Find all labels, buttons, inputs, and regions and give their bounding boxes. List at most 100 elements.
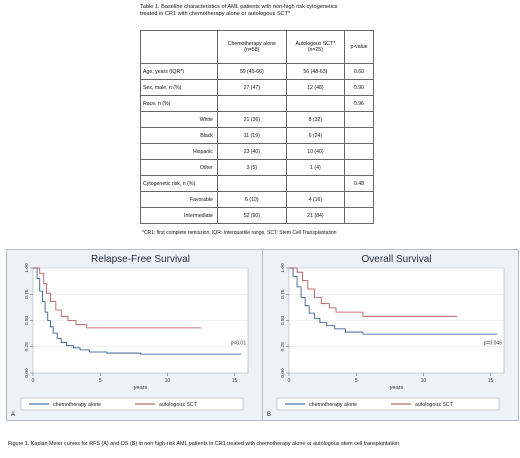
y-tick-label: 0.00 xyxy=(24,368,30,378)
survival-curve-autologous-sct xyxy=(33,267,201,329)
x-tick-label: 5 xyxy=(355,378,358,384)
x-tick-label: 10 xyxy=(421,378,427,384)
legend-label-chemotherapy: chemotherapy alone xyxy=(53,402,101,408)
p-value: 0.90 xyxy=(343,79,375,96)
p-value xyxy=(343,191,375,208)
x-axis-label: years xyxy=(134,385,148,391)
header-auto: Autologous SCT* (n=25) xyxy=(285,30,345,64)
row-label: Other xyxy=(140,159,218,176)
auto-value xyxy=(285,95,345,112)
p-value: 0.96 xyxy=(343,95,375,112)
row-label: Age, years (IQR*) xyxy=(140,63,218,80)
table-caption-line2: treated in CR1 with chemotherapy alone o… xyxy=(140,11,291,18)
table-header-row: Chemotherapy alone (n=58) Autologous SCT… xyxy=(140,30,375,64)
row-label: Intermediate xyxy=(140,207,218,224)
p-value: 0.48 xyxy=(343,175,375,192)
header-chemo: Chemotherapy alone (n=58) xyxy=(216,30,287,64)
header-chemo-n: (n=58) xyxy=(244,47,260,53)
table-row: White 21 (36) 8 (32) xyxy=(140,111,375,128)
survival-curve-autologous-sct xyxy=(289,267,457,317)
chemo-value: 3 (5) xyxy=(216,159,287,176)
chemo-value: 11 (19) xyxy=(216,127,287,144)
chemo-value xyxy=(216,95,287,112)
y-tick-label: 0.75 xyxy=(24,289,30,299)
table-row: Black 11 (19) 6 (24) xyxy=(140,127,375,144)
y-tick-label: 0.50 xyxy=(280,316,286,326)
baseline-table: Chemotherapy alone (n=58) Autologous SCT… xyxy=(140,30,375,224)
p-value xyxy=(343,111,375,128)
os-panel: Overall Survival 0.00 0.25 0.50 0.75 1.00 0 5 10… xyxy=(262,249,519,421)
table-row: Intermediate 52 (90) 21 (84) xyxy=(140,207,375,224)
header-pvalue: p-value xyxy=(343,30,375,64)
row-label: Hispanic xyxy=(140,143,218,160)
header-blank-cell xyxy=(140,30,218,64)
legend-label-autologous-sct: autologous SCT xyxy=(159,402,198,408)
legend-box xyxy=(276,397,500,411)
legend-label-chemotherapy: chemotherapy alone xyxy=(309,402,357,408)
y-tick-label: 0.25 xyxy=(280,342,286,352)
table-caption-line1: Table 1. Baseline characteristics of AML… xyxy=(140,4,338,10)
auto-value: 8 (32) xyxy=(285,111,345,128)
table-caption: Table 1. Baseline characteristics of AML… xyxy=(140,4,470,18)
chart-title: Overall Survival xyxy=(361,254,431,265)
table-row: Favorable 6 (10) 4 (16) xyxy=(140,191,375,208)
table-row: Hispanic 23 (40) 10 (40) xyxy=(140,143,375,160)
survival-curve-chemotherapy xyxy=(33,267,242,355)
table-row: Other 3 (5) 1 (4) xyxy=(140,159,375,176)
x-axis-label: years xyxy=(390,385,404,391)
row-label: Cytogenetic risk, n (%) xyxy=(140,175,218,192)
p-value: 0.60 xyxy=(343,63,375,80)
auto-value: 21 (84) xyxy=(285,207,345,224)
x-tick-label: 15 xyxy=(232,378,238,384)
row-label: Race, n (%) xyxy=(140,95,218,112)
table-body: Age, years (IQR*) 59 (45-66) 56 (48-63) 0.6… xyxy=(140,63,375,224)
p-value xyxy=(343,159,375,176)
table-footnote: *CR1: first complete remission, IQR: Int… xyxy=(142,230,337,236)
x-tick-label: 10 xyxy=(165,378,171,384)
y-tick-label: 1.00 xyxy=(24,263,30,273)
rfs-chart: Relapse-Free Survival 0.00 0.25 0.50 0.75 1.0… xyxy=(11,254,249,418)
auto-value: 1 (4) xyxy=(285,159,345,176)
table-row: Cytogenetic risk, n (%) 0.48 xyxy=(140,175,375,192)
auto-value: 12 (48) xyxy=(285,79,345,96)
x-tick-label: 0 xyxy=(32,378,35,384)
x-tick-label: 15 xyxy=(488,378,494,384)
auto-value: 56 (48-63) xyxy=(285,63,345,80)
y-tick-label: 0.75 xyxy=(280,289,286,299)
rfs-panel: Relapse-Free Survival 0.00 0.25 0.50 0.75 1.0… xyxy=(6,249,263,421)
chemo-value: 27 (47) xyxy=(216,79,287,96)
row-label: Favorable xyxy=(140,191,218,208)
figure-caption: Figure 1. Kaplan Meier curves for RFS (A… xyxy=(8,441,400,447)
table-row: Sex, male, n (%) 27 (47) 12 (48) 0.90 xyxy=(140,79,375,96)
p-value-annotation: p<0.01 xyxy=(231,341,247,347)
auto-value: 10 (40) xyxy=(285,143,345,160)
header-auto-label: Autologous SCT* xyxy=(295,41,336,47)
y-tick-label: 0.50 xyxy=(24,316,30,326)
chemo-value: 6 (10) xyxy=(216,191,287,208)
legend-label-autologous-sct: autologous SCT xyxy=(415,402,454,408)
p-value xyxy=(343,127,375,144)
chemo-value: 21 (36) xyxy=(216,111,287,128)
row-label: Black xyxy=(140,127,218,144)
y-tick-label: 0.25 xyxy=(24,342,30,352)
chemo-value xyxy=(216,175,287,192)
legend-box xyxy=(20,397,244,411)
auto-value: 4 (16) xyxy=(285,191,345,208)
chemo-value: 52 (90) xyxy=(216,207,287,224)
y-tick-label: 0.00 xyxy=(280,368,286,378)
row-label: White xyxy=(140,111,218,128)
header-auto-n: (n=25) xyxy=(307,47,323,53)
survival-curve-chemotherapy xyxy=(289,267,498,335)
panel-label: A xyxy=(11,412,15,418)
p-value xyxy=(343,207,375,224)
x-tick-label: 0 xyxy=(288,378,291,384)
os-chart: Overall Survival 0.00 0.25 0.50 0.75 1.00 0 5 10… xyxy=(267,254,505,418)
auto-value: 6 (24) xyxy=(285,127,345,144)
auto-value xyxy=(285,175,345,192)
p-value xyxy=(343,143,375,160)
table-row: Age, years (IQR*) 59 (45-66) 56 (48-63) 0.6… xyxy=(140,63,375,80)
header-chemo-label: Chemotherapy alone xyxy=(227,41,276,47)
chemo-value: 23 (40) xyxy=(216,143,287,160)
chart-title: Relapse-Free Survival xyxy=(91,254,190,265)
table-row: Race, n (%) 0.96 xyxy=(140,95,375,112)
